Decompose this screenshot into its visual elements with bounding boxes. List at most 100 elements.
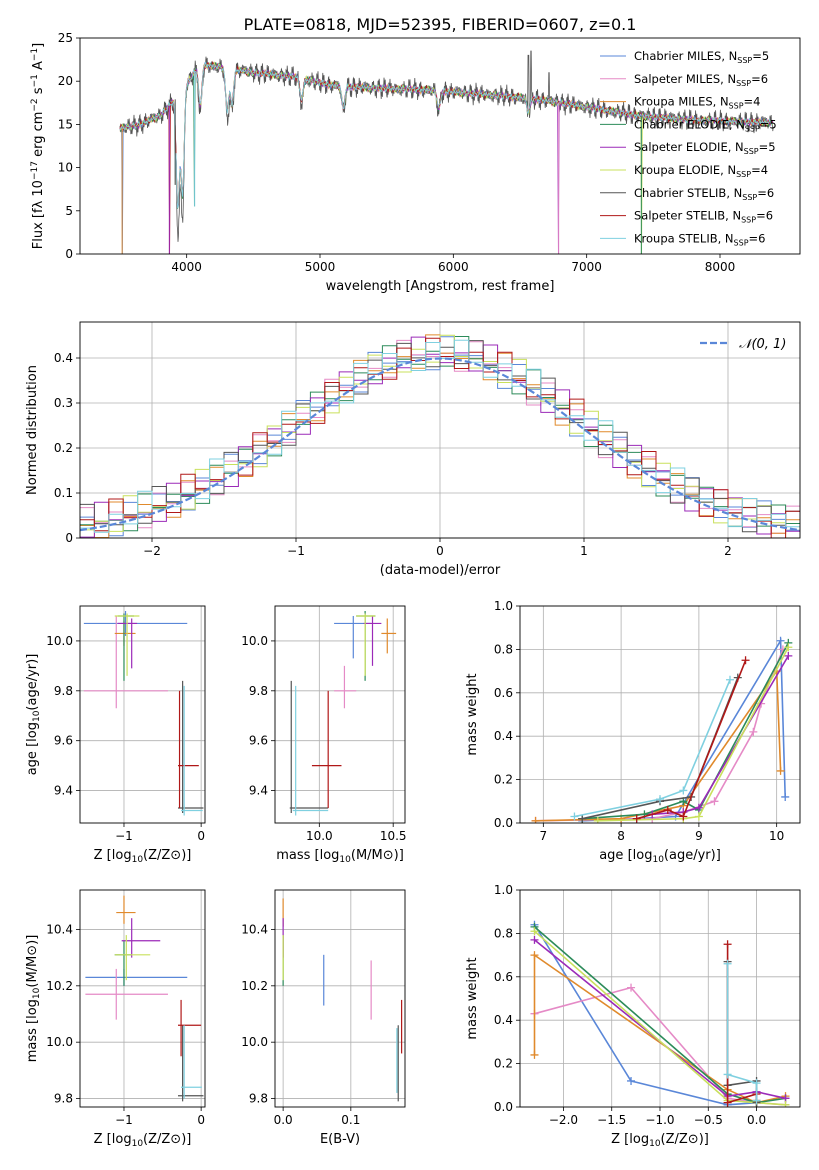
x-axis-label: E(B-V) bbox=[320, 1132, 360, 1147]
y-axis-label: mass weight bbox=[465, 957, 480, 1039]
weight-marker bbox=[627, 1076, 636, 1085]
axes-frame bbox=[274, 889, 406, 1108]
x-axis-label-part: )/error bbox=[459, 563, 501, 578]
legend-label: Chabrier STELIB, NSSP=6 bbox=[634, 186, 774, 202]
legend-label-part: Chabrier STELIB, N bbox=[634, 186, 742, 200]
legend-label: Kroupa STELIB, NSSP=6 bbox=[634, 231, 765, 247]
x-axis-label-part: Z [ bbox=[611, 1132, 629, 1147]
legend-label-part: SSP bbox=[737, 56, 752, 65]
legend-label: Kroupa MILES, NSSP=4 bbox=[634, 95, 760, 111]
weight-marker bbox=[570, 812, 579, 821]
errorbar-point bbox=[177, 680, 204, 814]
y-axis-label-group: mass weight bbox=[465, 673, 480, 755]
x-axis-label-part: mass [ bbox=[276, 848, 319, 863]
y-axis-label-part: (M/M⊙)] bbox=[25, 935, 40, 988]
weight-line bbox=[636, 660, 747, 820]
weight-marker bbox=[530, 1050, 539, 1059]
weight-marker bbox=[784, 651, 793, 660]
y-tick-label: 9.8 bbox=[249, 684, 268, 698]
x-axis-label-part: wave bbox=[326, 279, 360, 294]
mass-vs-metallicity-panel: −1 09.810.010.210.4Z [log10(Z/Z⊙)]mass [l… bbox=[25, 889, 206, 1149]
weight-marker bbox=[752, 1079, 761, 1088]
y-tick-label: 0.4 bbox=[54, 351, 73, 365]
legend-label: Salpeter ELODIE, NSSP=5 bbox=[634, 140, 776, 156]
legend-label-part: SSP bbox=[744, 147, 759, 156]
y-axis-label-part: log bbox=[25, 722, 40, 742]
weight-marker bbox=[531, 816, 540, 823]
y-tick-label: 0.8 bbox=[494, 926, 513, 940]
weight-marker bbox=[776, 636, 785, 645]
x-axis-label-part: Z [ bbox=[94, 848, 112, 863]
y-axis-label: mass weight bbox=[465, 673, 480, 755]
weight-line bbox=[726, 963, 758, 1101]
y-tick-label: 0.4 bbox=[494, 1013, 513, 1027]
legend-label-part: SSP bbox=[745, 124, 760, 133]
y-axis-label-part: −17 bbox=[30, 161, 40, 180]
y-axis-label-part: ux [f bbox=[31, 208, 46, 238]
weight-marker bbox=[632, 814, 641, 823]
y-tick-label: 0.6 bbox=[494, 970, 513, 984]
plot-area bbox=[282, 898, 403, 1102]
x-axis-label: (data-model)/error bbox=[380, 563, 501, 578]
x-tick-label: 9 bbox=[695, 829, 703, 843]
axes-frame bbox=[274, 605, 406, 824]
figure-title: PLATE=0818, MJD=52395, FIBERID=0607, z=0… bbox=[244, 15, 637, 34]
y-tick-label: 5 bbox=[65, 204, 73, 218]
y-axis-label-part: −2 bbox=[30, 98, 40, 111]
weight-line bbox=[597, 646, 790, 822]
x-axis-label-part: log bbox=[320, 848, 340, 863]
y-tick-label: 9.6 bbox=[54, 734, 73, 748]
plot-area bbox=[85, 895, 204, 1102]
x-axis-label-part: l bbox=[360, 279, 364, 294]
y-axis-label-part: mass weight bbox=[465, 673, 480, 755]
errorbar-point bbox=[311, 690, 342, 809]
y-tick-label: 10 bbox=[58, 161, 73, 175]
legend-label-part: Chabrier ELODIE, N bbox=[634, 117, 745, 131]
x-axis-label: Z [log10(Z/Z⊙)] bbox=[94, 1132, 192, 1149]
weight-marker bbox=[694, 812, 703, 821]
y-tick-label: 10.2 bbox=[46, 979, 73, 993]
legend-label-part: SSP bbox=[742, 193, 757, 202]
y-axis-label: mass [log10(M/M⊙)] bbox=[25, 935, 42, 1063]
y-axis-label-part: −1 bbox=[30, 48, 40, 61]
legend-label-part: =6 bbox=[749, 231, 766, 245]
errorbar-point bbox=[381, 618, 397, 654]
weight-marker bbox=[781, 1100, 790, 1107]
residuals-panel: −2 −1 0 1 2 0 0.1 0.2 0.3 0.4 (data-model)/error No… bbox=[25, 321, 801, 578]
x-tick-label: −2 bbox=[143, 544, 161, 558]
y-axis-label-part: s bbox=[31, 87, 46, 98]
errorbar-point bbox=[363, 615, 382, 666]
x-tick-label: −1 bbox=[115, 1113, 133, 1127]
weight-marker bbox=[679, 786, 688, 795]
x-tick-label: −1 bbox=[115, 829, 133, 843]
legend-label-part: =4 bbox=[751, 163, 768, 177]
y-tick-label: 9.8 bbox=[249, 1092, 268, 1106]
weight-line bbox=[533, 939, 786, 1100]
legend-label: 𝒩(0, 1) bbox=[739, 337, 786, 352]
weight-marker bbox=[723, 940, 732, 949]
weight-marker bbox=[694, 803, 703, 812]
x-axis-label-part: (age/yr)] bbox=[664, 848, 721, 863]
legend-label-part: Kroupa MILES, N bbox=[634, 95, 729, 109]
x-tick-label: 0.1 bbox=[341, 1113, 360, 1127]
y-tick-label: 9.6 bbox=[249, 734, 268, 748]
x-axis-label-part: (M/M⊙)] bbox=[351, 848, 404, 863]
y-axis-label-part: 10 bbox=[32, 987, 42, 999]
errorbar-point bbox=[181, 1025, 202, 1099]
legend-label-part: SSP bbox=[736, 79, 751, 88]
weight-marker bbox=[723, 959, 732, 968]
x-axis-label-part: 10 bbox=[132, 855, 144, 865]
weight-marker bbox=[530, 951, 539, 960]
y-tick-label: 25 bbox=[58, 31, 73, 45]
errorbar-point bbox=[121, 918, 161, 958]
weight-marker bbox=[530, 927, 539, 936]
errorbar-point bbox=[85, 968, 168, 1020]
y-tick-label: 0.2 bbox=[54, 441, 73, 455]
x-tick-label: −0.5 bbox=[694, 1113, 723, 1127]
x-tick-label: 0.0 bbox=[274, 1113, 293, 1127]
y-tick-label: 1.0 bbox=[494, 883, 513, 897]
x-axis-label-part: log bbox=[112, 848, 132, 863]
legend-label-part: =6 bbox=[757, 186, 774, 200]
y-axis-label-part: age [ bbox=[25, 742, 40, 775]
plot-area bbox=[289, 610, 397, 816]
